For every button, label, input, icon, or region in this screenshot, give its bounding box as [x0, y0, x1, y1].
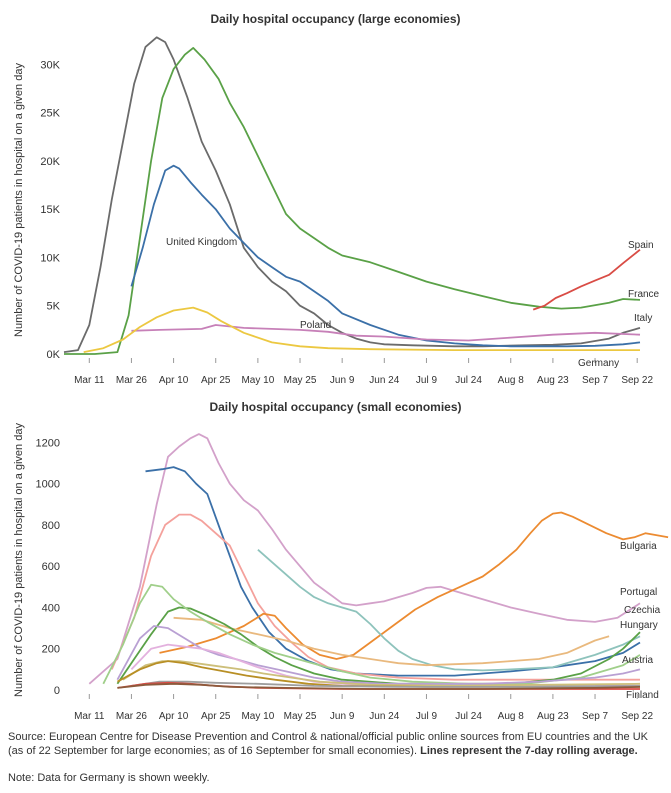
- series-label-united-kingdom: United Kingdom: [166, 237, 237, 248]
- x-tick-label: Jun 9: [330, 711, 355, 722]
- y-axis-title: Number of COVID-19 patients in hospital …: [13, 63, 25, 337]
- y-tick-label: 800: [42, 520, 60, 532]
- y-tick-label: 1200: [36, 437, 60, 449]
- x-tick-label: Sep 7: [582, 375, 609, 386]
- source-note: Source: European Centre for Disease Prev…: [8, 730, 663, 758]
- chart-small-economies: Number of COVID-19 patients in hospital …: [13, 423, 669, 722]
- series-label-portugal: Portugal: [620, 587, 657, 598]
- x-tick-label: Jun 24: [369, 711, 399, 722]
- series-line-belgium[interactable]: [145, 466, 641, 677]
- series-line-slovenia[interactable]: [131, 680, 641, 688]
- y-tick-label: 200: [42, 644, 60, 656]
- y-tick-label: 10K: [40, 252, 60, 264]
- series-label-italy: Italy: [634, 313, 652, 324]
- x-tick-label: Mar 11: [74, 375, 105, 386]
- y-tick-label: 1000: [36, 479, 60, 491]
- series-label-poland: Poland: [300, 320, 331, 331]
- y-tick-label: 0: [54, 685, 60, 697]
- y-tick-label: 25K: [40, 108, 60, 120]
- y-axis-title: Number of COVID-19 patients in hospital …: [13, 423, 25, 697]
- germany-note: Note: Data for Germany is shown weekly.: [8, 772, 210, 784]
- x-tick-label: May 25: [284, 711, 317, 722]
- series-label-spain: Spain: [628, 240, 654, 251]
- y-tick-label: 400: [42, 602, 60, 614]
- series-line-france[interactable]: [64, 47, 641, 355]
- series-label-finland: Finland: [626, 690, 659, 701]
- x-tick-label: Sep 22: [621, 375, 653, 386]
- x-tick-label: Jun 9: [330, 375, 355, 386]
- x-tick-label: Sep 7: [582, 711, 609, 722]
- y-tick-label: 20K: [40, 156, 60, 168]
- chart-large-economies: Number of COVID-19 patients in hospital …: [13, 36, 660, 386]
- x-tick-label: May 10: [241, 711, 274, 722]
- x-tick-label: Aug 8: [498, 375, 525, 386]
- source-bold-text: Lines represent the 7-day rolling averag…: [420, 745, 638, 757]
- x-tick-label: Aug 23: [537, 711, 569, 722]
- y-tick-label: 5K: [47, 301, 61, 313]
- x-tick-label: Apr 10: [159, 375, 189, 386]
- series-line-sweden[interactable]: [88, 433, 641, 685]
- x-tick-label: Jul 24: [455, 375, 482, 386]
- x-tick-label: Sep 22: [621, 711, 653, 722]
- series-line-austria[interactable]: [116, 625, 641, 685]
- y-tick-label: 0K: [47, 349, 61, 361]
- x-tick-label: Apr 10: [159, 711, 189, 722]
- x-tick-label: May 25: [284, 375, 317, 386]
- x-tick-label: Jul 9: [416, 375, 438, 386]
- series-line-germany[interactable]: [83, 306, 640, 353]
- series-line-spain[interactable]: [532, 248, 641, 311]
- series-label-germany: Germany: [578, 358, 619, 369]
- series-line-czechia[interactable]: [116, 606, 641, 685]
- chart-title-large: Daily hospital occupancy (large economie…: [210, 12, 461, 26]
- series-line-poland[interactable]: [131, 324, 641, 342]
- series-label-bulgaria: Bulgaria: [620, 541, 657, 552]
- x-tick-label: Jun 24: [369, 375, 399, 386]
- series-label-czechia: Czechia: [624, 605, 661, 616]
- x-tick-label: Apr 25: [201, 711, 231, 722]
- series-line-croatia[interactable]: [117, 682, 641, 690]
- x-tick-label: Aug 8: [498, 711, 525, 722]
- x-tick-label: Jul 24: [455, 711, 482, 722]
- series-line-bulgaria[interactable]: [159, 511, 669, 660]
- series-line-romania[interactable]: [173, 616, 610, 667]
- source-text: Source: European Centre for Disease Prev…: [8, 731, 648, 757]
- x-tick-label: Mar 26: [116, 375, 148, 386]
- x-tick-label: Mar 26: [116, 711, 148, 722]
- series-label-hungary: Hungary: [620, 620, 658, 631]
- chart-title-small: Daily hospital occupancy (small economie…: [209, 400, 462, 414]
- series-line-united-kingdom[interactable]: [130, 164, 641, 348]
- x-tick-label: Aug 23: [537, 375, 569, 386]
- x-tick-label: Apr 25: [201, 375, 231, 386]
- series-line-portugal[interactable]: [257, 549, 641, 672]
- y-tick-label: 15K: [40, 204, 60, 216]
- series-label-austria: Austria: [622, 655, 654, 666]
- y-tick-label: 30K: [40, 59, 60, 71]
- series-label-france: France: [628, 289, 660, 300]
- x-tick-label: Mar 11: [74, 711, 105, 722]
- y-tick-label: 600: [42, 561, 60, 573]
- x-tick-label: Jul 9: [416, 711, 438, 722]
- series-line-hungary[interactable]: [102, 583, 641, 685]
- x-tick-label: May 10: [241, 375, 274, 386]
